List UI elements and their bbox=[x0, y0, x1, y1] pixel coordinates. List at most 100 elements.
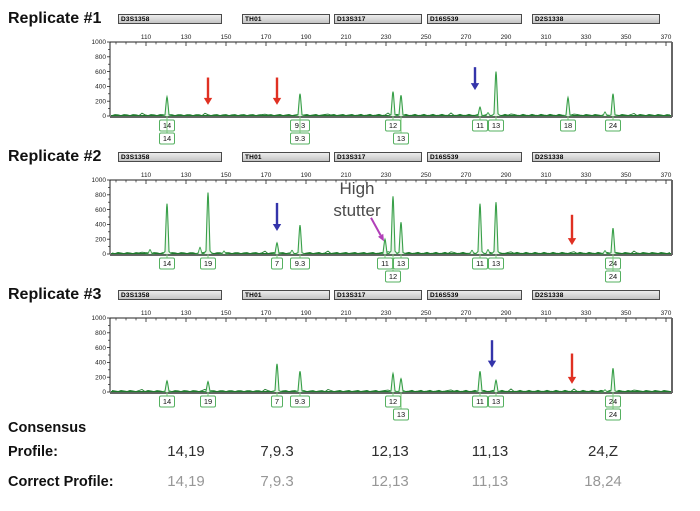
electropherogram-rep3: 110 130 150 170 190 210 230 250 270 290 310 330 350 3… bbox=[92, 310, 673, 421]
locus-name: TH01 bbox=[245, 154, 262, 161]
allele-label-box bbox=[159, 257, 175, 270]
allele-label: 13 bbox=[397, 410, 405, 419]
allele-peak bbox=[608, 368, 618, 393]
locus-name: D3S1358 bbox=[121, 292, 150, 299]
allele-peak bbox=[475, 371, 485, 393]
allele-label-box bbox=[393, 257, 409, 270]
allele-peak bbox=[396, 222, 406, 255]
allele-label-box bbox=[472, 119, 488, 132]
y-tick-label: 1000 bbox=[92, 315, 107, 322]
locus-bar-row: D3S1358 TH01 D13S317 D16S539 D2S1338 bbox=[0, 152, 700, 164]
low-peak-arrow-blue bbox=[470, 83, 480, 91]
locus-name: D13S317 bbox=[337, 154, 366, 161]
allele-label-box bbox=[271, 257, 283, 270]
locus-bar-D13S317: D13S317 bbox=[334, 290, 422, 300]
consensus-value-1: 7,9.3 bbox=[260, 443, 294, 460]
allele-label: 11 bbox=[476, 397, 484, 406]
x-tick-label: 290 bbox=[501, 34, 512, 41]
allele-peak bbox=[162, 94, 172, 117]
allele-label-box bbox=[472, 257, 488, 270]
allele-label-box bbox=[488, 257, 504, 270]
x-tick-label: 330 bbox=[581, 34, 592, 41]
y-tick-label: 600 bbox=[95, 69, 106, 76]
x-tick-label: 310 bbox=[541, 34, 552, 41]
x-tick-label: 130 bbox=[181, 34, 192, 41]
allele-peak bbox=[608, 227, 618, 255]
allele-peak bbox=[295, 93, 305, 117]
allele-label: 7 bbox=[275, 397, 279, 406]
profiles-section: Consensus Profile: 14,19 7,9.3 12,13 11,13 2… bbox=[0, 416, 700, 511]
consensus-label-line2: Profile: bbox=[8, 444, 58, 460]
x-tick-label: 370 bbox=[661, 310, 672, 317]
locus-bar-D2S1338: D2S1338 bbox=[532, 290, 660, 300]
x-tick-label: 270 bbox=[461, 172, 472, 179]
y-tick-label: 800 bbox=[95, 330, 106, 337]
locus-bar-TH01: TH01 bbox=[242, 290, 330, 300]
allele-label: 13 bbox=[492, 259, 500, 268]
allele-label: 24 bbox=[609, 410, 617, 419]
locus-bar-D16S539: D16S539 bbox=[427, 290, 522, 300]
y-tick-label: 400 bbox=[95, 360, 106, 367]
x-tick-label: 210 bbox=[341, 172, 352, 179]
locus-bar-D13S317: D13S317 bbox=[334, 14, 422, 24]
allele-label: 11 bbox=[476, 259, 484, 268]
x-tick-label: 110 bbox=[141, 34, 152, 41]
x-tick-label: 190 bbox=[301, 34, 312, 41]
allele-peak bbox=[162, 203, 172, 255]
x-tick-label: 210 bbox=[341, 310, 352, 317]
allele-peak bbox=[491, 378, 501, 393]
allele-peak bbox=[295, 225, 305, 255]
allele-label: 24 bbox=[609, 272, 617, 281]
x-tick-label: 310 bbox=[541, 310, 552, 317]
y-tick-label: 0 bbox=[102, 113, 106, 120]
allele-label: 18 bbox=[564, 121, 572, 130]
x-tick-label: 250 bbox=[421, 172, 432, 179]
allele-label: 14 bbox=[163, 259, 171, 268]
locus-bar-TH01: TH01 bbox=[242, 152, 330, 162]
low-peak-arrow-blue bbox=[272, 224, 282, 232]
locus-name: D13S317 bbox=[337, 292, 366, 299]
allele-peak bbox=[563, 95, 573, 117]
locus-bar-D2S1338: D2S1338 bbox=[532, 152, 660, 162]
allele-label-box bbox=[605, 119, 621, 132]
x-tick-label: 350 bbox=[621, 172, 632, 179]
x-tick-label: 370 bbox=[661, 34, 672, 41]
y-tick-label: 200 bbox=[95, 374, 106, 381]
high-stutter-annotation: High bbox=[340, 179, 375, 198]
allele-label-box bbox=[605, 270, 621, 283]
x-tick-label: 190 bbox=[301, 172, 312, 179]
consensus-value-2: 12,13 bbox=[371, 443, 409, 460]
allele-label-box bbox=[159, 132, 175, 145]
allele-peak bbox=[475, 105, 485, 117]
consensus-label-line1: Consensus bbox=[8, 420, 87, 436]
allele-label-box bbox=[605, 408, 621, 421]
locus-name: D16S539 bbox=[430, 154, 459, 161]
locus-bar-D16S539: D16S539 bbox=[427, 152, 522, 162]
x-tick-label: 290 bbox=[501, 310, 512, 317]
allele-peak bbox=[388, 196, 398, 255]
allele-label-box bbox=[290, 257, 310, 270]
replicate-1-label: Replicate #1 bbox=[8, 10, 102, 27]
x-tick-label: 350 bbox=[621, 310, 632, 317]
replicate-2-section: Replicate #2 D3S1358 TH01 D13S317 D16S539 D2… bbox=[0, 146, 700, 284]
locus-bar-D13S317: D13S317 bbox=[334, 152, 422, 162]
allele-peak bbox=[162, 379, 172, 393]
allele-label: 13 bbox=[492, 121, 500, 130]
dropout-arrow-red bbox=[203, 97, 213, 105]
replicate-1-section: Replicate #1 D3S1358 TH01 D13S317 D16S539 D2… bbox=[0, 8, 700, 146]
locus-name: D2S1338 bbox=[535, 292, 564, 299]
allele-label-box bbox=[385, 270, 401, 283]
allele-label: 12 bbox=[389, 397, 397, 406]
y-tick-label: 600 bbox=[95, 345, 106, 352]
allele-label: 9.3 bbox=[295, 397, 305, 406]
stutter-arrow-magenta bbox=[378, 233, 384, 242]
allele-label-box bbox=[290, 395, 310, 408]
allele-peak bbox=[491, 71, 501, 117]
x-tick-label: 230 bbox=[381, 172, 392, 179]
locus-bar-D2S1338: D2S1338 bbox=[532, 14, 660, 24]
replicate-3-section: Replicate #3 D3S1358 TH01 D13S317 D16S539 D2… bbox=[0, 284, 700, 422]
electropherogram-rep2: 110 130 150 170 190 210 230 250 270 290 310 330 350 3… bbox=[92, 172, 673, 283]
noise-bump bbox=[195, 246, 205, 255]
allele-label-box bbox=[488, 395, 504, 408]
